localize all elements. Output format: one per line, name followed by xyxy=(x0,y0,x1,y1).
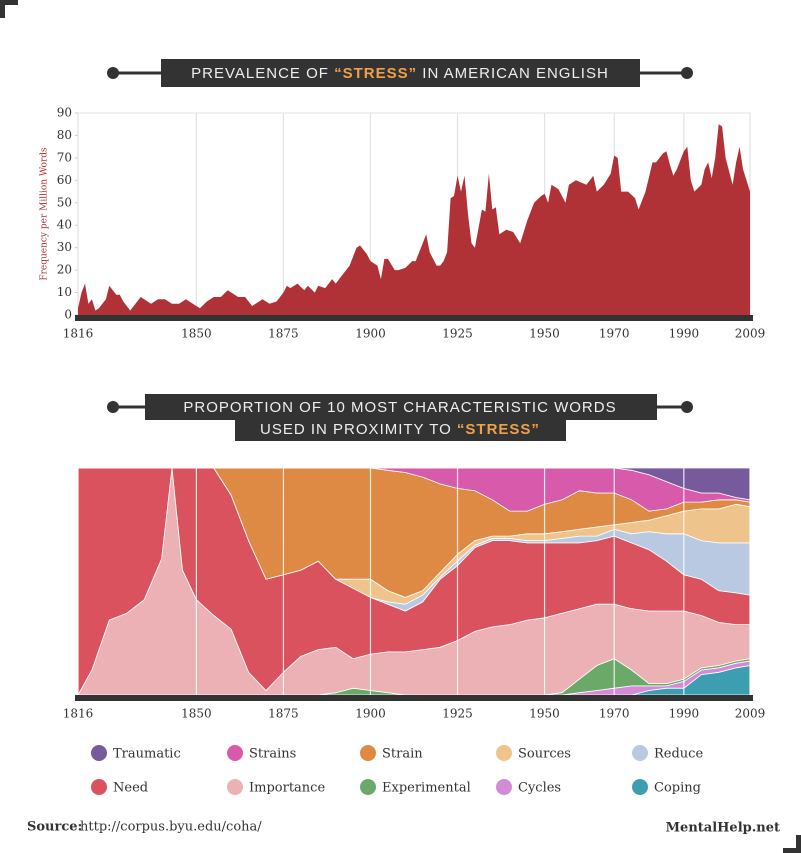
title-part: USED IN PROXIMITY TO xyxy=(260,421,457,438)
y-axis-label: Frequency per Million Words xyxy=(40,147,50,281)
banner-box xyxy=(235,418,566,441)
y-tick-label: 30 xyxy=(57,240,72,254)
legend-label: Strain xyxy=(382,747,423,762)
x-tick-label: 1950 xyxy=(529,707,560,721)
legend-label: Strains xyxy=(249,747,296,762)
legend-label: Traumatic xyxy=(113,747,181,762)
banner-dot xyxy=(681,401,693,413)
y-tick-label: 70 xyxy=(57,150,72,164)
legend-swatch xyxy=(227,745,243,761)
title-banner: PROPORTION OF 10 MOST CHARACTERISTIC WOR… xyxy=(107,394,693,441)
banner-box xyxy=(161,59,640,87)
legend-swatch xyxy=(91,745,107,761)
x-tick-label: 1990 xyxy=(669,707,700,721)
y-tick-label: 60 xyxy=(57,173,72,187)
x-tick-label: 1925 xyxy=(442,327,473,341)
legend-swatch xyxy=(632,779,648,795)
corner-mark xyxy=(783,835,801,853)
banner-dot xyxy=(107,67,119,79)
x-tick-label: 1900 xyxy=(355,327,386,341)
x-tick-label: 1950 xyxy=(529,327,560,341)
x-tick-label: 2009 xyxy=(735,327,766,341)
x-tick-label: 1850 xyxy=(181,327,212,341)
title-part: IN AMERICAN ENGLISH xyxy=(417,65,609,82)
x-tick-label: 1816 xyxy=(63,707,94,721)
y-tick-label: 50 xyxy=(57,195,72,209)
y-tick-label: 0 xyxy=(64,308,72,322)
title-banner: PREVALENCE OF “STRESS” IN AMERICAN ENGLI… xyxy=(107,59,693,87)
x-tick-label: 1925 xyxy=(442,707,473,721)
source-url: http://corpus.byu.edu/coha/ xyxy=(80,820,262,835)
area xyxy=(78,124,750,315)
x-tick-label: 1875 xyxy=(268,707,299,721)
legend-label: Reduce xyxy=(654,747,703,762)
legend-swatch xyxy=(496,745,512,761)
legend-swatch xyxy=(632,745,648,761)
y-tick-label: 10 xyxy=(57,285,72,299)
legend-swatch xyxy=(496,779,512,795)
x-tick-label: 1816 xyxy=(63,327,94,341)
y-tick-label: 90 xyxy=(57,106,72,120)
legend-label: Need xyxy=(113,781,148,796)
chart-title: USED IN PROXIMITY TO “STRESS” xyxy=(260,421,540,438)
y-tick-label: 40 xyxy=(57,218,72,232)
x-axis xyxy=(75,695,753,701)
title-highlight: “STRESS” xyxy=(457,421,540,438)
y-tick-label: 80 xyxy=(57,128,72,142)
banner-dot xyxy=(107,401,119,413)
x-tick-label: 1970 xyxy=(599,707,630,721)
legend-label: Sources xyxy=(518,747,571,762)
title-highlight: “STRESS” xyxy=(334,65,417,82)
x-tick-label: 1900 xyxy=(355,707,386,721)
title-part: PREVALENCE OF xyxy=(191,65,334,82)
x-tick-label: 1990 xyxy=(669,327,700,341)
corner-mark xyxy=(0,0,18,18)
legend-label: Coping xyxy=(654,781,701,796)
legend-label: Cycles xyxy=(518,781,561,796)
chart-title: PREVALENCE OF “STRESS” IN AMERICAN ENGLI… xyxy=(191,65,609,82)
x-tick-label: 1970 xyxy=(599,327,630,341)
legend-swatch xyxy=(360,745,376,761)
chart-title: PROPORTION OF 10 MOST CHARACTERISTIC WOR… xyxy=(183,399,616,416)
x-axis xyxy=(75,315,753,321)
x-tick-label: 2009 xyxy=(735,707,766,721)
source-label: Source: xyxy=(27,820,82,835)
legend-label: Experimental xyxy=(382,781,471,796)
brand: MentalHelp.net xyxy=(666,821,780,836)
legend-swatch xyxy=(91,779,107,795)
legend-label: Importance xyxy=(249,781,325,796)
banner-box xyxy=(145,394,657,420)
legend-swatch xyxy=(227,779,243,795)
banner-dot xyxy=(681,67,693,79)
x-tick-label: 1850 xyxy=(181,707,212,721)
x-tick-label: 1875 xyxy=(268,327,299,341)
legend-swatch xyxy=(360,779,376,795)
y-tick-label: 20 xyxy=(57,263,72,277)
